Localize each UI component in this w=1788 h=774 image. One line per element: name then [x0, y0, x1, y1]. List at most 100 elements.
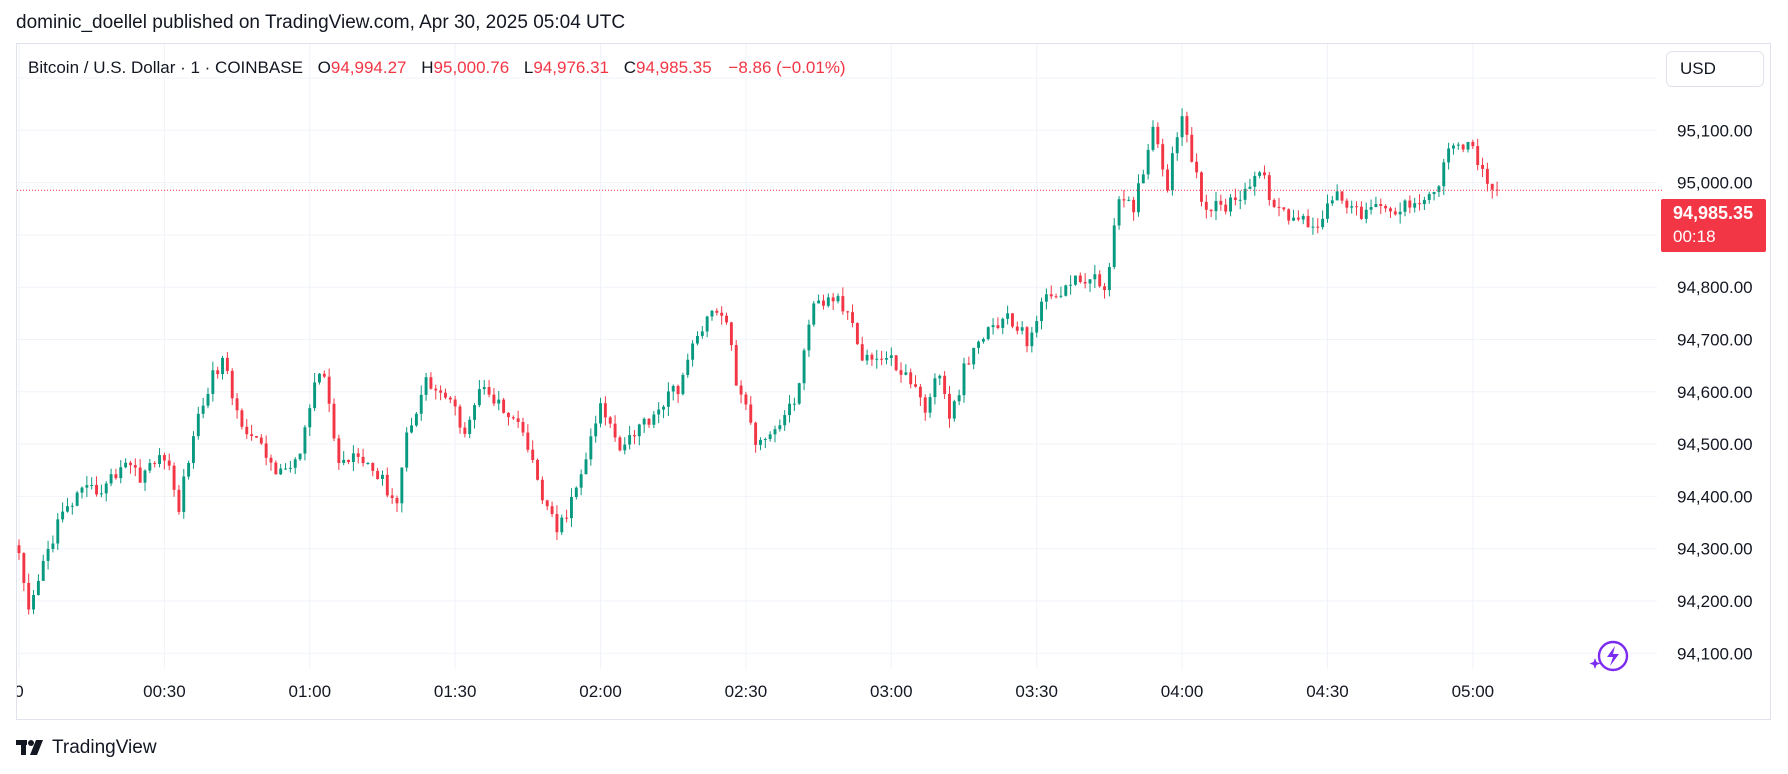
- y-tick-label: 95,100.00: [1677, 121, 1753, 140]
- candle-body: [1340, 191, 1344, 201]
- candle-body: [322, 373, 326, 377]
- candle-body: [1204, 201, 1208, 210]
- candle-body: [846, 311, 850, 313]
- candle-body: [332, 403, 336, 439]
- candle-body: [167, 460, 171, 466]
- candle-body: [531, 449, 535, 460]
- candle-body: [880, 358, 884, 360]
- candle-body: [637, 424, 641, 437]
- candle-body: [1301, 215, 1305, 220]
- candle-body: [1263, 172, 1266, 176]
- candle-body: [676, 385, 680, 395]
- x-tick-label: 03:00: [870, 682, 913, 701]
- candle-body: [245, 426, 249, 435]
- candle-body: [1418, 203, 1421, 205]
- candle-body: [124, 462, 128, 468]
- candle-body: [1035, 321, 1039, 333]
- price-axis[interactable]: 94,100.00 94,200.00 94,300.00 94,400.00 94,5…: [1677, 69, 1753, 663]
- candle-body: [511, 417, 515, 419]
- brand-name[interactable]: TradingView: [52, 737, 157, 758]
- candle-body: [1054, 296, 1058, 298]
- x-tick-label: 05:00: [1452, 682, 1495, 701]
- chart-frame[interactable]: 94,100.00 94,200.00 94,300.00 94,400.00 94,5…: [16, 43, 1771, 720]
- grid: [17, 44, 1657, 669]
- candle-body: [933, 378, 937, 398]
- candle-body: [211, 370, 215, 394]
- candle-body: [187, 462, 191, 477]
- candle-body: [962, 363, 966, 396]
- candle-body: [909, 372, 913, 385]
- candle-body: [657, 409, 661, 415]
- x-tick-label: 01:30: [434, 682, 477, 701]
- candle-body: [293, 459, 297, 468]
- candle-body: [744, 394, 748, 405]
- candle-body: [594, 423, 598, 437]
- candle-body: [899, 370, 903, 375]
- last-price-tag: 94,985.35 00:18: [1661, 199, 1766, 252]
- time-axis[interactable]: 0 00:30 01:00 01:30 02:00 02:30 03:00 03:30 04:0…: [17, 682, 1494, 701]
- y-tick-label: 95,000.00: [1677, 174, 1753, 193]
- candle-body: [216, 370, 220, 375]
- high-label: H: [421, 58, 434, 77]
- candle-body: [1490, 183, 1494, 190]
- candle-body: [201, 405, 205, 414]
- candle-body: [608, 417, 612, 424]
- candle-body: [1272, 200, 1276, 207]
- candle-body: [1481, 164, 1484, 169]
- candle-body: [550, 506, 554, 514]
- candle-body: [1127, 199, 1131, 201]
- bar-countdown: 00:18: [1673, 227, 1716, 246]
- candle-body: [414, 413, 418, 426]
- candle-body: [109, 474, 113, 484]
- candlestick-chart[interactable]: 94,100.00 94,200.00 94,300.00 94,400.00 94,5…: [17, 44, 1772, 721]
- candle-body: [405, 432, 409, 468]
- candle-body: [540, 479, 544, 501]
- candle-body: [633, 435, 636, 437]
- candle-body: [870, 354, 874, 360]
- candle-body: [1485, 168, 1489, 184]
- candle-body: [691, 343, 695, 360]
- candle-body: [918, 386, 922, 398]
- candle-body: [318, 373, 321, 383]
- candle-body: [162, 455, 166, 461]
- candle-body: [221, 357, 224, 375]
- candle-body: [129, 462, 132, 466]
- candle-body: [366, 463, 370, 465]
- candle-body: [628, 435, 632, 445]
- candle-body: [463, 427, 467, 434]
- candle-body: [1248, 186, 1252, 189]
- candle-body: [342, 459, 346, 463]
- candle-body: [768, 434, 772, 439]
- candle-body: [986, 327, 990, 340]
- candle-body: [671, 385, 675, 392]
- candle-body: [1151, 126, 1155, 150]
- candle-body: [831, 297, 835, 302]
- candle-body: [1117, 199, 1121, 226]
- candle-body: [70, 505, 74, 507]
- sparkle-bolt-icon[interactable]: [1587, 638, 1631, 674]
- candle-body: [143, 470, 147, 483]
- candle-body: [153, 463, 157, 465]
- candle-body: [502, 399, 506, 413]
- candle-body: [778, 425, 782, 430]
- tradingview-logo-icon[interactable]: [16, 739, 46, 757]
- candle-body: [453, 399, 457, 407]
- candle-body: [22, 553, 26, 583]
- candle-body: [1432, 191, 1436, 195]
- candle-body: [734, 345, 738, 386]
- candle-body: [904, 372, 908, 375]
- y-tick-label: 94,400.00: [1677, 487, 1753, 506]
- candle-body: [885, 358, 888, 360]
- candle-body: [579, 474, 583, 488]
- candle-body: [860, 344, 864, 361]
- candle-body: [1025, 327, 1029, 347]
- currency-button[interactable]: USD: [1666, 51, 1764, 87]
- candle-body: [56, 519, 60, 544]
- candle-body: [1006, 313, 1010, 319]
- symbol-title[interactable]: Bitcoin / U.S. Dollar · 1 · COINBASE: [28, 58, 303, 77]
- candle-body: [584, 459, 588, 475]
- candle-body: [361, 456, 365, 464]
- candle-body: [807, 324, 811, 351]
- candle-body: [1384, 205, 1388, 209]
- candle-body: [1229, 197, 1232, 212]
